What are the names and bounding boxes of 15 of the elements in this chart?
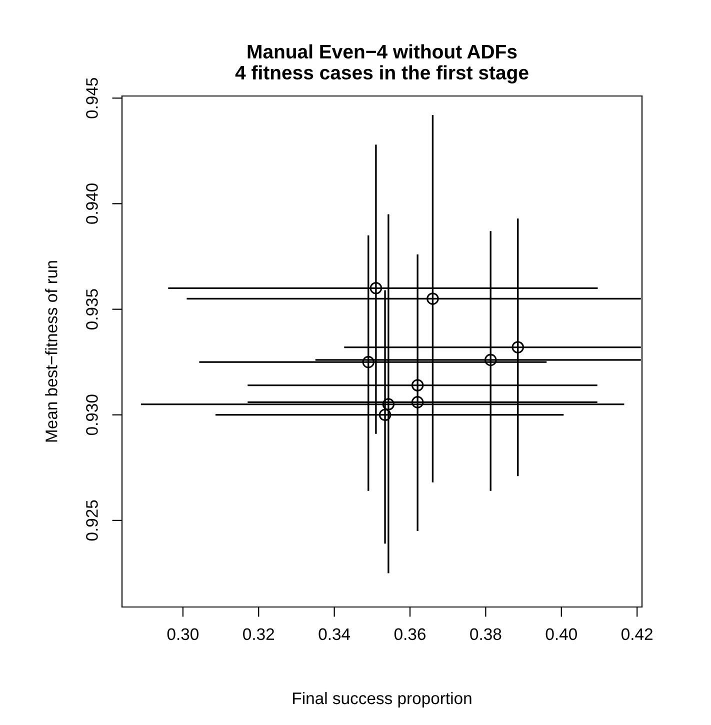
x-axis-title: Final success proportion bbox=[293, 692, 472, 708]
x-tick-label: 0.36 bbox=[394, 628, 426, 640]
x-tick-label: 0.40 bbox=[546, 628, 577, 640]
y-tick-label: 0.925 bbox=[86, 500, 98, 541]
y-axis-title: Mean best−fitness of run bbox=[45, 261, 58, 442]
x-tick-label: 0.34 bbox=[318, 628, 350, 640]
x-tick-label: 0.32 bbox=[243, 628, 274, 640]
y-tick-label: 0.940 bbox=[86, 183, 98, 224]
y-tick-label: 0.945 bbox=[86, 78, 98, 118]
y-tick-label: 0.930 bbox=[86, 394, 98, 436]
x-tick-label: 0.42 bbox=[622, 628, 652, 640]
x-tick-label: 0.30 bbox=[167, 628, 198, 640]
y-tick-label: 0.935 bbox=[86, 289, 98, 330]
chart-title: Manual Even−4 without ADFs 4 fitness cases in the first stage bbox=[235, 44, 528, 84]
x-tick-label: 0.38 bbox=[470, 628, 502, 640]
